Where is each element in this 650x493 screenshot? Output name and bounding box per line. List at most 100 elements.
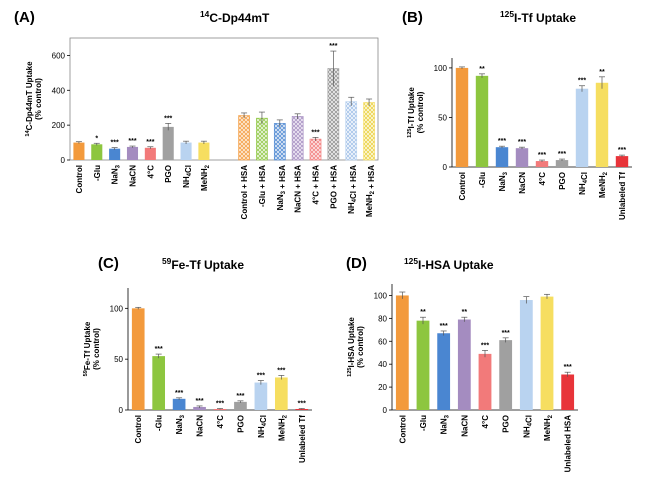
superscript: 125 [404, 256, 418, 266]
plot-frame [69, 37, 379, 161]
bar [478, 353, 492, 410]
category-label-part: Cl [524, 415, 533, 423]
category-label-part: MeNH [200, 168, 209, 191]
category-label: NH4Cl [522, 415, 533, 438]
bar [193, 406, 206, 410]
category-label-part: 4°C [481, 415, 490, 429]
bar [595, 82, 609, 167]
category-label-part: Control [398, 415, 407, 443]
significance-marker: *** [146, 139, 154, 146]
significance-marker: *** [538, 152, 546, 159]
significance-marker: *** [155, 346, 163, 353]
category-label-part: PGO [502, 415, 511, 433]
category-label: PGO [558, 172, 567, 190]
bar [234, 401, 247, 410]
label-main: C-Dp44mT Uptake [25, 61, 34, 130]
panel-letter: (A) [14, 9, 35, 26]
category-label-part: MeNH [543, 418, 552, 441]
category-label-part: + HSA [349, 165, 358, 191]
category-label-part: Cl [349, 191, 358, 199]
category-label-part: 2 [548, 414, 554, 418]
significance-marker: *** [618, 147, 626, 154]
category-label: PGO [236, 415, 245, 433]
y-tick-label: 100 [110, 304, 124, 313]
category-label-part: NH [578, 183, 587, 195]
category-label-part: NaCN [518, 172, 527, 194]
significance-marker: *** [518, 139, 526, 146]
category-label: NH4Cl + HSA [347, 165, 358, 214]
significance-marker: *** [564, 364, 572, 371]
y-tick-label: 20 [378, 383, 387, 392]
bar [309, 138, 322, 161]
label-main: I-HSA Uptake [418, 258, 494, 272]
category-label: -Glu [155, 415, 164, 431]
category-label: Control [75, 165, 84, 193]
bar [437, 333, 451, 410]
category-label: NaN3 [440, 414, 451, 434]
category-label: MeNH2 [277, 414, 288, 441]
category-label-part: NH [522, 426, 531, 438]
category-label-part: 3 [503, 171, 509, 175]
bar [561, 374, 575, 410]
significance-marker: *** [277, 367, 285, 374]
category-label-part: MeNH [598, 175, 607, 198]
category-label-part: Control + HSA [240, 165, 249, 220]
bar [162, 126, 174, 160]
category-label-part: NaCN + HSA [294, 165, 303, 213]
bar [152, 356, 166, 410]
category-label-part: NaN [111, 168, 120, 184]
category-label-part: NaN [440, 418, 449, 434]
category-label-part: PGO + HSA [329, 165, 338, 209]
category-label-part: 4°C [146, 165, 155, 179]
category-label-part: 4°C [216, 415, 225, 429]
category-label-part: Cl [184, 165, 193, 173]
bar [73, 142, 85, 160]
y-axis-label-units: (% control) [92, 328, 101, 370]
bar [540, 296, 554, 410]
y-tick-label: 0 [119, 406, 124, 415]
category-label-part: PGO [236, 415, 245, 433]
category-label-part: 4°C [538, 172, 547, 186]
label-main: I-HSA Uptake [347, 317, 356, 368]
category-label: NaCN [196, 415, 205, 437]
bar [131, 308, 145, 410]
bar [499, 340, 513, 410]
category-label: Control [458, 172, 467, 200]
category-label-part: Unlabeled HSA [564, 415, 573, 473]
category-label-part: + HSA [367, 165, 376, 191]
significance-marker: *** [111, 140, 119, 147]
category-label: Unlabeled Tf [618, 172, 627, 220]
bar [238, 115, 250, 161]
label-main: C-Dp44mT [209, 11, 270, 25]
category-label: NaN3 [111, 164, 122, 184]
y-axis-label: 14C-Dp44mT Uptake [25, 61, 34, 137]
category-label-part: 3 [116, 164, 122, 168]
category-label-part: 2 [370, 190, 376, 194]
bar [144, 147, 156, 160]
category-label: PGO [164, 165, 173, 183]
category-label-part: 3 [180, 414, 186, 418]
category-label-part: NaN [498, 175, 507, 191]
category-label-part: -Glu [155, 415, 164, 431]
y-tick-label: 400 [52, 86, 66, 95]
category-label-part: 4°C + HSA [312, 165, 321, 205]
significance-marker: *** [440, 323, 448, 330]
category-label: -Glu [93, 165, 102, 181]
bar [615, 156, 629, 167]
bar [457, 319, 471, 410]
y-tick-label: 0 [61, 156, 66, 165]
category-label: Unlabeled Tf [298, 415, 307, 463]
chart-title: 125I-Tf Uptake [500, 9, 576, 25]
category-label-part: 4 [187, 172, 193, 176]
category-label-part: NaCN [460, 415, 469, 437]
significance-marker: *** [578, 78, 586, 85]
category-label: NaN3 [498, 171, 509, 191]
category-label-part: + HSA [278, 165, 287, 191]
category-label-part: 4 [352, 198, 358, 202]
category-label-part: Unlabeled Tf [298, 415, 307, 463]
label-main: I-Tf Uptake [407, 87, 416, 129]
y-axis-label: 125I-Tf Uptake [407, 87, 416, 138]
